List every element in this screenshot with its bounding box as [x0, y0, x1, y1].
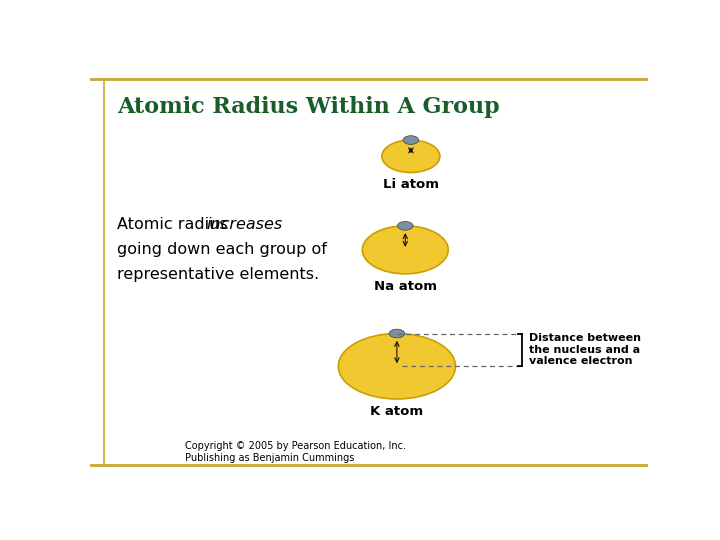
Text: Distance between
the nucleus and a
valence electron: Distance between the nucleus and a valen…	[529, 333, 641, 367]
Ellipse shape	[403, 136, 418, 144]
Text: Copyright © 2005 by Pearson Education, Inc.
Publishing as Benjamin Cummings: Copyright © 2005 by Pearson Education, I…	[185, 441, 406, 463]
Ellipse shape	[338, 334, 456, 399]
Text: increases: increases	[207, 218, 283, 232]
Text: Atomic radius: Atomic radius	[117, 218, 233, 232]
Text: representative elements.: representative elements.	[117, 267, 319, 282]
Text: Atomic Radius Within A Group: Atomic Radius Within A Group	[117, 96, 500, 118]
Text: K atom: K atom	[370, 405, 423, 418]
Text: going down each group of: going down each group of	[117, 242, 327, 258]
Ellipse shape	[389, 329, 405, 338]
Ellipse shape	[397, 221, 413, 230]
Text: Na atom: Na atom	[374, 280, 437, 293]
Ellipse shape	[382, 140, 440, 172]
Ellipse shape	[362, 226, 449, 274]
Text: Li atom: Li atom	[383, 178, 439, 192]
